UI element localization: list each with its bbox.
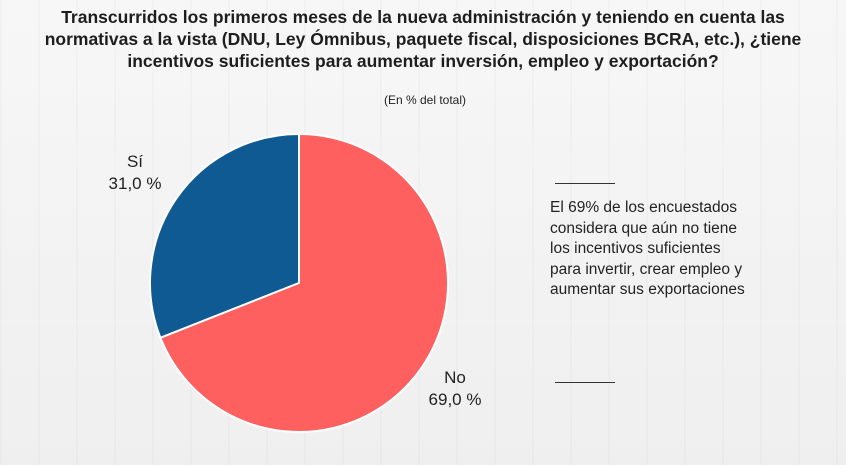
label-si: Sí 31,0 % xyxy=(95,151,175,195)
label-no-value: 69,0 % xyxy=(428,390,482,409)
insight-note: El 69% de los encuestados considera que … xyxy=(550,199,745,298)
note-divider-bottom xyxy=(555,382,615,383)
label-si-value: 31,0 % xyxy=(108,174,162,193)
label-no-category: No xyxy=(444,368,466,387)
pie-slice-no xyxy=(159,132,449,433)
chart-title: Transcurridos los primeros meses de la n… xyxy=(44,7,802,71)
pie-slice-si xyxy=(149,132,300,340)
chart-subtitle: (En % del total) xyxy=(383,93,467,107)
label-no: No 69,0 % xyxy=(410,367,500,411)
note-divider-top xyxy=(555,183,615,184)
label-si-category: Sí xyxy=(126,152,144,171)
